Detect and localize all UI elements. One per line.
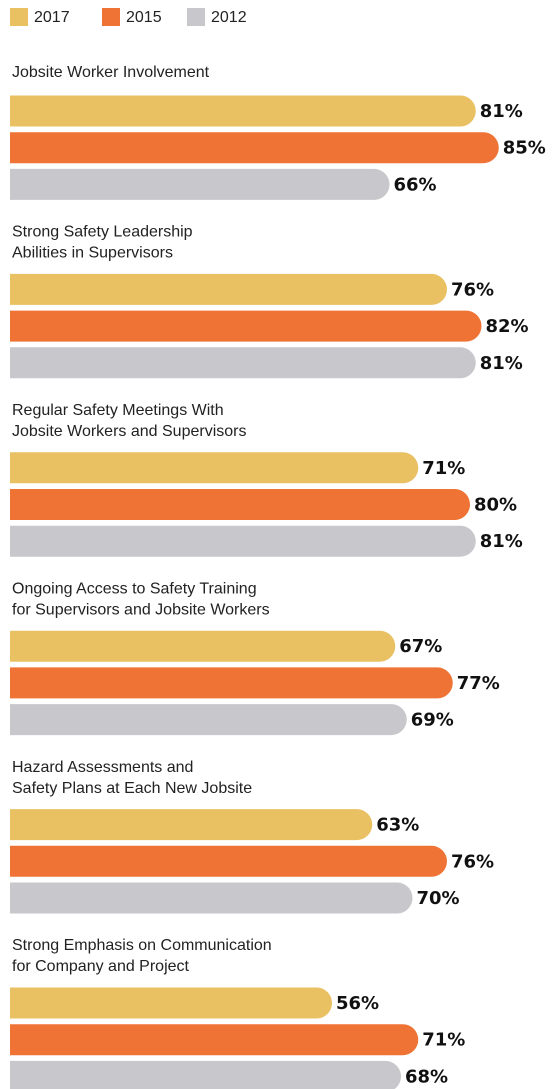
category-label: Jobsite Worker Involvement xyxy=(12,64,210,81)
value-label: 81% xyxy=(480,353,523,374)
value-label: 76% xyxy=(451,851,494,872)
value-label: 80% xyxy=(474,495,517,516)
bar xyxy=(10,630,396,662)
value-label: 85% xyxy=(503,138,546,159)
category-label: Ongoing Access to Safety Training xyxy=(12,580,257,597)
value-label: 71% xyxy=(422,1030,465,1051)
value-label: 76% xyxy=(451,279,494,300)
bar xyxy=(10,95,476,127)
bar xyxy=(10,310,482,342)
value-label: 82% xyxy=(486,316,529,337)
value-label: 66% xyxy=(394,174,437,195)
value-label: 69% xyxy=(411,710,454,731)
category-label: Jobsite Workers and Supervisors xyxy=(12,423,246,440)
category-label: Regular Safety Meetings With xyxy=(12,402,224,419)
bar xyxy=(10,347,476,379)
category-label: Strong Safety Leadership xyxy=(12,224,193,241)
bar xyxy=(10,1060,401,1089)
value-label: 56% xyxy=(336,993,379,1014)
category-label: Abilities in Supervisors xyxy=(12,245,173,262)
bar xyxy=(10,1024,419,1056)
value-label: 81% xyxy=(480,531,523,552)
bar xyxy=(10,452,419,484)
legend-swatch xyxy=(10,8,28,26)
value-label: 67% xyxy=(399,636,442,657)
value-label: 81% xyxy=(480,101,523,122)
bar xyxy=(10,489,470,520)
bar xyxy=(10,132,499,164)
value-label: 70% xyxy=(417,888,460,909)
legend-label: 2012 xyxy=(211,9,247,26)
legend-swatch xyxy=(187,8,205,26)
bar xyxy=(10,845,447,877)
bar xyxy=(10,168,390,200)
legend-label: 2017 xyxy=(34,9,70,26)
category-label: Strong Emphasis on Communication xyxy=(12,937,272,954)
legend-label: 2015 xyxy=(126,9,162,26)
bar xyxy=(10,882,413,914)
value-label: 71% xyxy=(422,458,465,479)
bar xyxy=(10,525,476,557)
bar xyxy=(10,987,332,1019)
category-label: Safety Plans at Each New Jobsite xyxy=(12,780,252,797)
legend-swatch xyxy=(102,8,120,26)
category-label: for Supervisors and Jobsite Workers xyxy=(12,601,270,618)
bar xyxy=(10,667,453,699)
value-label: 63% xyxy=(376,815,419,836)
bar xyxy=(10,809,373,841)
category-label: Hazard Assessments and xyxy=(12,759,193,776)
bar xyxy=(10,704,407,736)
value-label: 77% xyxy=(457,673,500,694)
category-label: for Company and Project xyxy=(12,958,190,975)
value-label: 68% xyxy=(405,1066,448,1087)
bar xyxy=(10,273,447,305)
